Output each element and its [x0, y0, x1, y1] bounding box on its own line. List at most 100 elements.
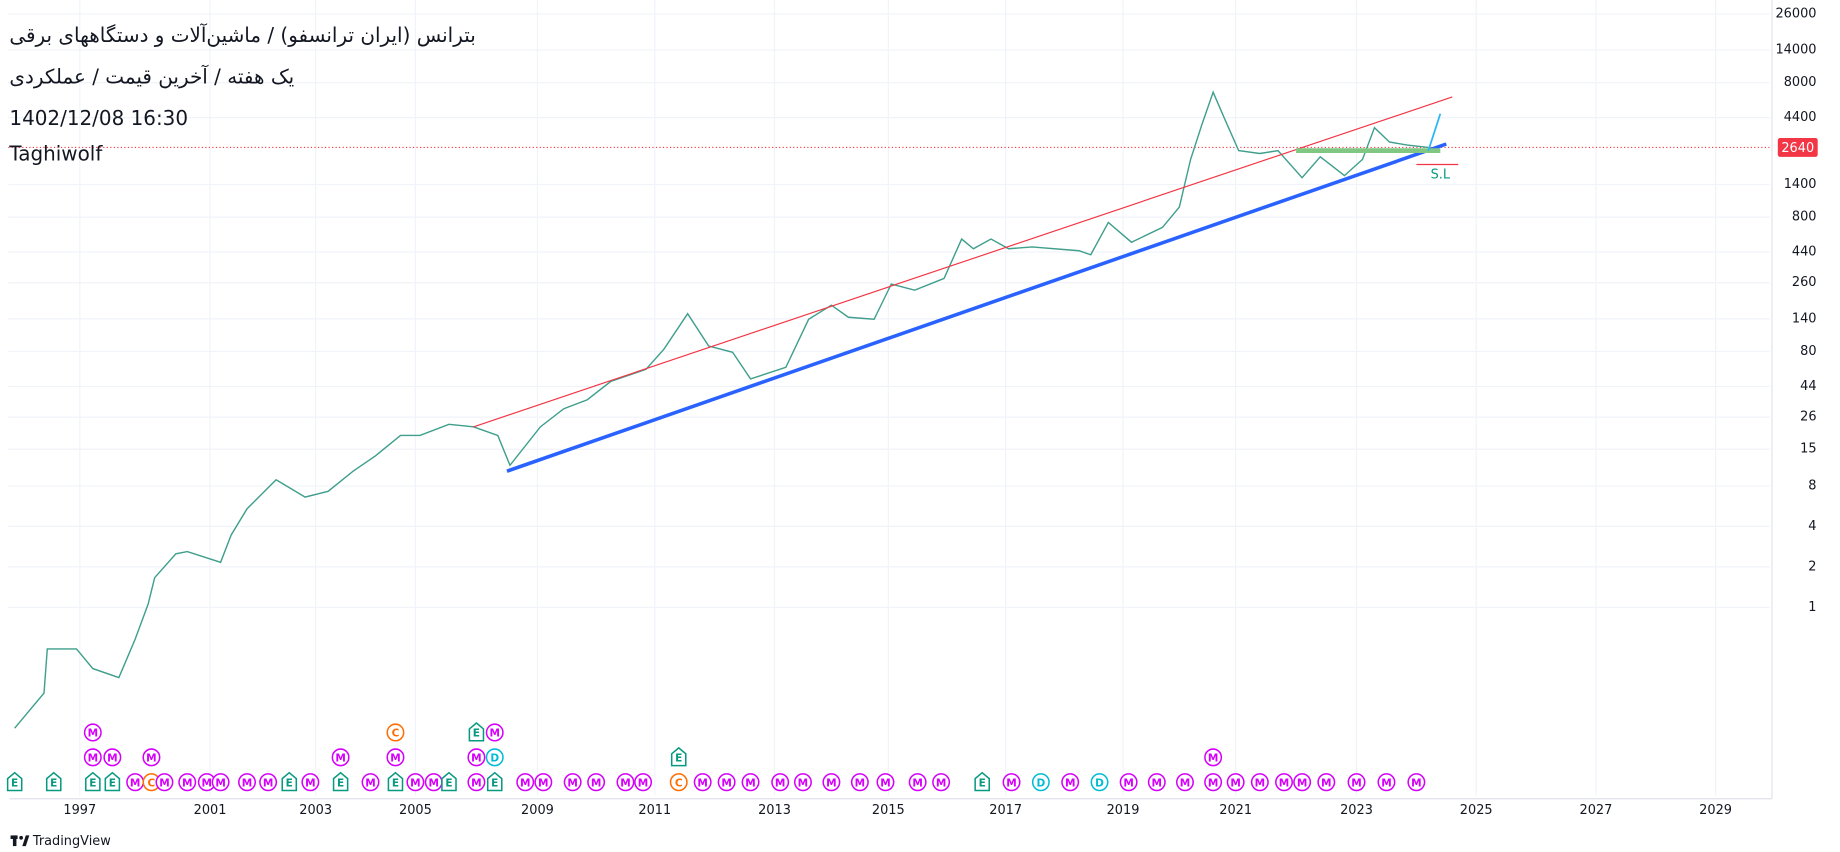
- event-label: M: [826, 777, 837, 789]
- event-marker: M: [634, 773, 653, 792]
- event-marker: M: [83, 723, 102, 742]
- footer-brand: TradingView: [32, 834, 111, 849]
- event-badge: [1317, 773, 1336, 792]
- event-badge: [563, 773, 582, 792]
- event-marker: M: [563, 773, 582, 792]
- event-badge: [467, 748, 486, 767]
- x-tick-label: 2003: [299, 803, 332, 818]
- event-marker: M: [211, 773, 230, 792]
- event-marker: E: [468, 722, 485, 742]
- event-badge: [693, 773, 712, 792]
- y-tick-label: 8000: [1784, 75, 1817, 90]
- event-marker: M: [361, 773, 380, 792]
- event-badge: [1147, 773, 1166, 792]
- y-tick-label: 26: [1800, 410, 1816, 425]
- event-marker: M: [83, 748, 102, 767]
- event-badge: [83, 723, 102, 742]
- x-tick-label: 2017: [989, 803, 1022, 818]
- event-badge: [1002, 773, 1021, 792]
- event-label: M: [1351, 777, 1362, 789]
- event-marker: M: [142, 748, 161, 767]
- event-badge: [669, 773, 688, 792]
- event-badge: [1293, 773, 1312, 792]
- event-marker: E: [332, 771, 349, 792]
- event-label: M: [697, 777, 708, 789]
- event-badge: [1204, 773, 1223, 792]
- event-label: M: [912, 777, 923, 789]
- event-badge: [1119, 773, 1138, 792]
- event-marker: E: [45, 771, 62, 792]
- event-marker: E: [670, 746, 687, 767]
- event-label: M: [1123, 777, 1134, 789]
- event-badge: [616, 773, 635, 792]
- chart-subtitle: یک هفته / آخرین قیمت / عملکردی: [9, 64, 294, 89]
- event-label: M: [567, 777, 578, 789]
- event-badge: [331, 748, 350, 767]
- event-marker: E: [486, 771, 503, 792]
- event-marker: M: [1347, 773, 1366, 792]
- event-label: M: [638, 777, 649, 789]
- event-marker: M: [616, 773, 635, 792]
- event-marker: M: [1061, 773, 1080, 792]
- event-badge: [104, 771, 121, 792]
- event-label: M: [721, 777, 732, 789]
- event-label: M: [855, 777, 866, 789]
- event-marker: M: [238, 773, 256, 792]
- event-marker: M: [155, 773, 174, 792]
- event-badge: [974, 771, 990, 792]
- event-marker: M: [1175, 773, 1194, 792]
- event-marker: E: [6, 771, 23, 792]
- event-label: M: [1411, 777, 1422, 789]
- event-marker: M: [467, 748, 486, 767]
- event-marker: M: [1147, 773, 1166, 792]
- chart-title: بترانس (ایران ترانسفو) / ماشین‌آلات و دس…: [9, 22, 475, 47]
- event-label: M: [428, 777, 439, 789]
- event-badge: [406, 773, 425, 792]
- plot: [8, 90, 1770, 729]
- event-badge: [45, 771, 62, 792]
- event-label: M: [305, 777, 316, 789]
- event-marker: M: [178, 773, 197, 792]
- event-label: M: [335, 752, 346, 764]
- event-badge: [717, 773, 736, 792]
- event-marker: M: [741, 773, 760, 792]
- event-label: E: [445, 777, 452, 789]
- event-label: M: [489, 728, 500, 740]
- event-label: D: [490, 752, 499, 764]
- event-marker: D: [485, 748, 504, 767]
- y-tick-label: 26000: [1775, 6, 1816, 21]
- event-label: M: [1065, 777, 1076, 789]
- event-badge: [1407, 773, 1426, 792]
- event-badge: [83, 748, 102, 767]
- event-marker: M: [717, 773, 736, 792]
- event-label: M: [471, 777, 482, 789]
- event-badge: [850, 773, 869, 792]
- event-label: M: [130, 777, 141, 789]
- annotation: S.L: [1431, 168, 1451, 183]
- event-label: M: [1230, 777, 1241, 789]
- event-label: E: [89, 777, 96, 789]
- event-label: M: [365, 777, 376, 789]
- event-label: M: [410, 777, 421, 789]
- event-label: M: [88, 728, 99, 740]
- event-label: M: [159, 777, 170, 789]
- event-marker: M: [1377, 773, 1396, 792]
- event-marker: M: [1226, 773, 1245, 792]
- trend-line: [506, 142, 1447, 473]
- event-badge: [332, 771, 349, 792]
- event-label: M: [1180, 777, 1191, 789]
- event-label: M: [1381, 777, 1392, 789]
- event-label: M: [620, 777, 631, 789]
- event-badge: [771, 773, 790, 792]
- event-marker: M: [516, 773, 535, 792]
- last-price-label: 2640: [1781, 141, 1814, 156]
- event-label: E: [109, 777, 116, 789]
- y-tick-label: 800: [1792, 210, 1817, 225]
- x-tick-label: 2029: [1699, 803, 1732, 818]
- event-badge: [211, 773, 230, 792]
- event-label: M: [1297, 777, 1308, 789]
- event-badge: [467, 773, 486, 792]
- event-badge: [281, 771, 298, 792]
- event-marker: M: [301, 773, 320, 792]
- event-marker: M: [932, 773, 951, 792]
